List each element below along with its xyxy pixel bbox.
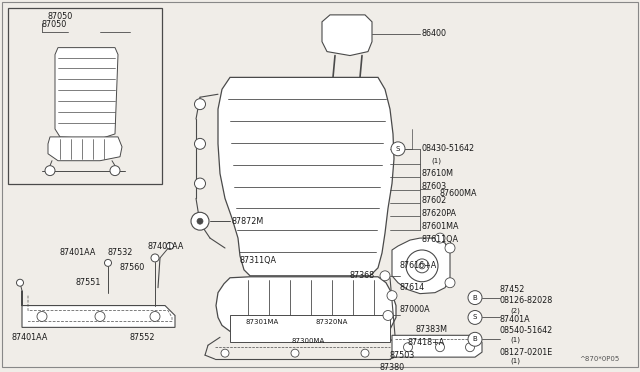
Circle shape [195, 138, 205, 149]
Circle shape [197, 218, 203, 224]
Circle shape [291, 349, 299, 357]
Text: 87532: 87532 [108, 248, 133, 257]
Text: (1): (1) [510, 336, 520, 343]
Text: 87603: 87603 [421, 182, 446, 191]
Polygon shape [55, 48, 118, 139]
Text: 87610M: 87610M [421, 169, 453, 178]
Text: 87602: 87602 [421, 196, 446, 205]
Circle shape [468, 311, 482, 324]
Text: 87401AA: 87401AA [148, 241, 184, 250]
Text: 87551: 87551 [75, 278, 100, 287]
Circle shape [445, 243, 455, 253]
FancyBboxPatch shape [2, 2, 638, 367]
Circle shape [361, 349, 369, 357]
Circle shape [95, 311, 105, 321]
Circle shape [195, 213, 205, 224]
Polygon shape [48, 137, 122, 161]
Circle shape [468, 332, 482, 346]
Text: 87616+A: 87616+A [400, 262, 437, 270]
Text: 87614: 87614 [400, 283, 425, 292]
Text: ^870*0P05: ^870*0P05 [580, 356, 620, 362]
Text: S: S [396, 146, 400, 152]
Circle shape [406, 250, 438, 282]
Circle shape [403, 343, 413, 352]
Polygon shape [22, 291, 175, 327]
Circle shape [415, 259, 429, 273]
Circle shape [104, 259, 111, 266]
Text: 08127-0201E: 08127-0201E [500, 348, 553, 357]
Text: 87383M: 87383M [415, 325, 447, 334]
Text: 08540-51642: 08540-51642 [500, 326, 553, 335]
Circle shape [445, 278, 455, 288]
Text: 87050: 87050 [48, 12, 73, 21]
Text: 87418+A: 87418+A [408, 338, 445, 347]
Text: (1): (1) [431, 157, 441, 164]
Circle shape [380, 271, 390, 281]
Polygon shape [218, 77, 394, 276]
Polygon shape [322, 15, 372, 55]
Circle shape [435, 233, 445, 243]
Text: 87301MA: 87301MA [245, 320, 278, 326]
Text: 86400: 86400 [422, 29, 447, 38]
Text: 87401AA: 87401AA [12, 333, 49, 342]
Text: 87452: 87452 [500, 285, 525, 294]
Circle shape [465, 343, 474, 352]
Circle shape [468, 291, 482, 305]
Text: S: S [473, 314, 477, 320]
Text: B: B [472, 336, 477, 342]
Text: (1): (1) [510, 358, 520, 364]
Circle shape [435, 343, 445, 352]
Circle shape [37, 311, 47, 321]
Text: 87503: 87503 [390, 351, 415, 360]
Text: 87552: 87552 [130, 333, 156, 342]
Text: 87380: 87380 [380, 363, 405, 372]
Text: 87611QA: 87611QA [421, 235, 458, 244]
Text: 87620PA: 87620PA [421, 209, 456, 218]
Polygon shape [230, 315, 390, 342]
Text: (2): (2) [510, 307, 520, 314]
Text: 87600MA: 87600MA [440, 189, 477, 198]
Circle shape [195, 99, 205, 110]
Text: 87050: 87050 [42, 20, 67, 29]
Text: 87000A: 87000A [400, 305, 431, 314]
Circle shape [383, 311, 393, 320]
Text: 87300MA: 87300MA [292, 338, 325, 344]
Text: 08430-51642: 08430-51642 [421, 144, 474, 153]
Polygon shape [216, 277, 396, 337]
Circle shape [387, 291, 397, 301]
Text: 87368: 87368 [350, 271, 375, 280]
Text: B: B [472, 295, 477, 301]
Circle shape [166, 243, 173, 250]
Text: 87601MA: 87601MA [421, 222, 458, 231]
Text: 87320NA: 87320NA [316, 320, 348, 326]
Text: 87401AA: 87401AA [60, 248, 97, 257]
Circle shape [191, 212, 209, 230]
Text: 87311QA: 87311QA [240, 256, 277, 265]
Circle shape [110, 166, 120, 176]
Circle shape [221, 349, 229, 357]
Text: 87872M: 87872M [232, 217, 264, 226]
Circle shape [151, 254, 159, 262]
Text: 87560: 87560 [120, 263, 145, 272]
Polygon shape [392, 335, 482, 357]
Polygon shape [392, 238, 450, 294]
Text: 87401A: 87401A [500, 315, 531, 324]
Polygon shape [8, 8, 162, 183]
Text: 08126-82028: 08126-82028 [500, 296, 553, 305]
Circle shape [45, 166, 55, 176]
Circle shape [195, 178, 205, 189]
Circle shape [17, 279, 24, 286]
Circle shape [419, 263, 425, 269]
Circle shape [391, 142, 405, 156]
Circle shape [150, 311, 160, 321]
